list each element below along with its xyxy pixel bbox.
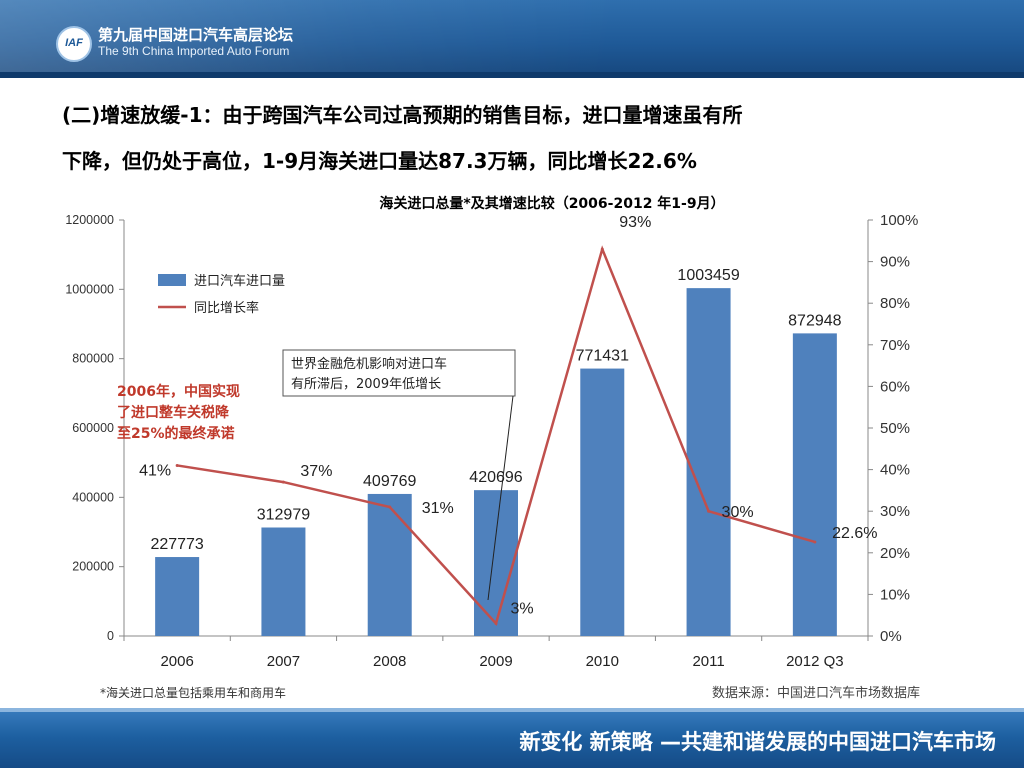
rate-value-label: 93%	[619, 214, 651, 231]
rate-value-label: 37%	[300, 463, 332, 480]
y-left-tick-label: 200000	[72, 560, 114, 574]
policy-note: 2006年，中国实现 了进口整车关税降 至25%的最终承诺	[117, 383, 240, 442]
x-tick-label: 2008	[373, 653, 406, 670]
y-left-tick-label: 800000	[72, 352, 114, 366]
y-right-tick-label: 50%	[880, 420, 910, 437]
policy-note-line-3: 至25%的最终承诺	[117, 425, 235, 442]
callout-line-1: 世界金融危机影响对进口车	[291, 356, 447, 372]
rate-value-label: 22.6%	[832, 525, 877, 542]
bar-value-label: 409769	[363, 473, 416, 490]
rate-point	[281, 480, 285, 484]
chart-axes: 0 200000 400000 600000 800000 1000000 1200000 0…	[65, 212, 918, 670]
callout-pointer	[487, 395, 514, 601]
x-tick-label: 2012 Q3	[786, 653, 844, 670]
chart-title: 海关进口总量*及其增速比较（2006-2012 年1-9月）	[379, 196, 725, 212]
x-tick-label: 2010	[586, 653, 619, 670]
headline-line-1: (二)增速放缓-1：由于跨国汽车公司过高预期的销售目标，进口量增速虽有所	[62, 103, 743, 127]
bar-value-label: 872948	[788, 312, 841, 329]
rate-value-label: 41%	[139, 462, 171, 479]
crisis-callout: 世界金融危机影响对进口车 有所滞后，2009年低增长	[282, 349, 516, 601]
forum-logo: IAF	[56, 26, 92, 62]
bar-value-label: 1003459	[677, 267, 739, 284]
callout-line-2: 有所滞后，2009年低增长	[291, 377, 441, 392]
rate-value-label: 31%	[422, 500, 454, 517]
y-right-tick-label: 80%	[880, 295, 910, 312]
y-right-tick-label: 30%	[880, 503, 910, 520]
bar-value-label: 312979	[257, 507, 310, 524]
bar	[792, 333, 837, 636]
footer-slogan: 新变化 新策略 —共建和谐发展的中国进口汽车市场	[519, 730, 996, 754]
y-left-tick-label: 1200000	[65, 213, 114, 227]
logo-text: IAF	[65, 37, 83, 49]
bar	[155, 557, 200, 636]
rate-value-label: 30%	[722, 504, 754, 521]
bar-value-label: 227773	[150, 536, 203, 553]
y-left-tick-label: 600000	[72, 421, 114, 435]
bar	[367, 493, 412, 636]
footer-banner	[0, 712, 1024, 768]
rate-line-series	[175, 245, 817, 627]
legend-line-label: 同比增长率	[194, 300, 259, 316]
y-left-tick-label: 1000000	[65, 282, 114, 296]
headline-line-2: 下降，但仍处于高位，1-9月海关进口量达87.3万辆，同比增长22.6%	[62, 149, 697, 173]
rate-labels: 41% 37% 31% 3% 93% 30% 22.6%	[139, 214, 877, 617]
bar	[580, 368, 625, 636]
rate-point	[707, 509, 711, 513]
y-left-tick-label: 400000	[72, 490, 114, 504]
bar-value-label: 771431	[576, 348, 629, 365]
bar	[474, 490, 518, 636]
policy-note-line-2: 了进口整车关税降	[117, 404, 230, 421]
forum-title-en: The 9th China Imported Auto Forum	[98, 44, 290, 58]
footnote: *海关进口总量包括乘用车和商用车	[100, 685, 286, 700]
header-stripe	[0, 72, 1024, 78]
footer-divider	[0, 708, 1024, 712]
y-right-tick-label: 0%	[880, 628, 902, 645]
y-right-tick-label: 20%	[880, 545, 910, 562]
rate-point	[600, 247, 604, 251]
y-right-tick-label: 40%	[880, 462, 910, 479]
y-right-tick-label: 60%	[880, 378, 910, 395]
bar	[686, 288, 731, 636]
y-right-tick-label: 100%	[880, 212, 918, 229]
bar	[261, 527, 306, 636]
rate-value-label: 3%	[510, 601, 533, 618]
data-source: 数据来源：中国进口汽车市场数据库	[712, 685, 920, 701]
legend-bar-swatch	[158, 274, 186, 286]
y-right-tick-label: 70%	[880, 337, 910, 354]
header-shine	[0, 0, 1024, 78]
rate-point	[813, 540, 817, 544]
rate-point	[175, 463, 179, 467]
forum-title-cn: 第九届中国进口汽车高层论坛	[98, 26, 294, 44]
bar-labels: 227773 312979 409769 420696 771431 1003459 872…	[150, 267, 841, 553]
rate-point	[494, 622, 498, 626]
legend-bar-label: 进口汽车进口量	[194, 273, 285, 289]
x-tick-label: 2011	[692, 653, 724, 670]
rate-point	[388, 505, 392, 509]
bar-value-label: 420696	[469, 469, 522, 486]
header-banner: IAF 第九届中国进口汽车高层论坛 The 9th China Imported…	[0, 0, 1024, 78]
slide-headline: (二)增速放缓-1：由于跨国汽车公司过高预期的销售目标，进口量增速虽有所 下降，…	[62, 92, 962, 184]
x-tick-label: 2007	[267, 653, 300, 670]
x-tick-label: 2006	[160, 653, 193, 670]
y-left-tick-label: 0	[107, 629, 114, 643]
bar-series	[155, 288, 837, 636]
callout-box	[282, 349, 516, 397]
x-tick-label: 2009	[479, 653, 512, 670]
y-right-tick-label: 10%	[880, 586, 910, 603]
y-right-tick-label: 90%	[880, 254, 910, 271]
combo-chart: 0 200000 400000 600000 800000 1000000 1200000 0…	[65, 212, 920, 701]
policy-note-line-1: 2006年，中国实现	[117, 383, 240, 400]
